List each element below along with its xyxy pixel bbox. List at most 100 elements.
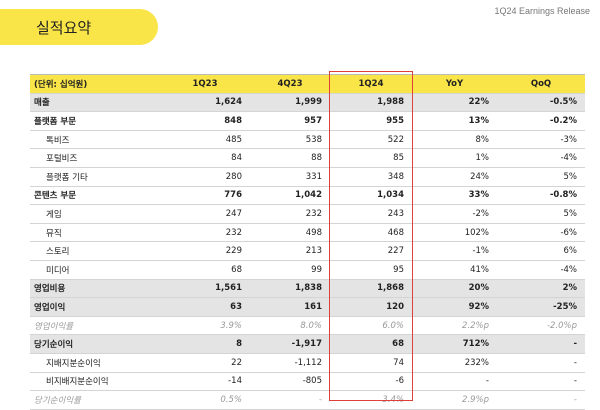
cell: 85 [330,148,412,168]
cell: 74 [330,353,412,373]
table-row: 콘텐츠 부문 776 1,042 1,034 33% -0.8% [30,186,585,206]
cell: 1,988 [330,93,412,113]
cell: 102% [412,223,497,243]
cell: 22 [160,353,250,373]
table-row: 게임 247 232 243 -2% 5% [30,204,585,224]
row-label: 뮤직 [30,223,160,243]
cell: -2.0%p [497,316,585,336]
table-row: 톡비즈 485 538 522 8% -3% [30,130,585,150]
cell: 3.9% [160,316,250,336]
cell: 161 [250,297,330,317]
cell: 22% [412,93,497,113]
cell: 348 [330,167,412,187]
cell: -0.2% [497,111,585,131]
cell: 0.5% [160,390,250,410]
row-label: 영업이익 [30,297,160,317]
cell: 213 [250,241,330,261]
cell: 5% [497,204,585,224]
cell: 92% [412,297,497,317]
cell: 63 [160,297,250,317]
cell: 776 [160,186,250,206]
cell: - [250,390,330,410]
cell: 2% [497,279,585,299]
table-row: 플랫폼 기타 280 331 348 24% 5% [30,167,585,187]
cell: 232 [160,223,250,243]
cell: 485 [160,130,250,150]
cell: 522 [330,130,412,150]
column-header: (단위: 십억원) [30,74,160,94]
cell: -4% [497,260,585,280]
cell: 2.2%p [412,316,497,336]
cell: 8% [412,130,497,150]
cell: -6% [497,223,585,243]
cell: - [497,372,585,392]
cell: 3.4% [330,390,412,410]
cell: 6% [497,241,585,261]
table-row: 당기순이익 8 -1,917 68 712% - [30,334,585,354]
table-row: 포털비즈 84 88 85 1% -4% [30,148,585,168]
cell: 955 [330,111,412,131]
cell: - [497,390,585,410]
cell: 68 [330,334,412,354]
cell: 227 [330,241,412,261]
cell: -3% [497,130,585,150]
cell: 41% [412,260,497,280]
table-row: 플랫폼 부문 848 957 955 13% -0.2% [30,111,585,131]
cell: -1,112 [250,353,330,373]
cell: 99 [250,260,330,280]
cell: 8.0% [250,316,330,336]
cell: 243 [330,204,412,224]
column-header: QoQ [497,74,585,94]
cell: 84 [160,148,250,168]
cell: 33% [412,186,497,206]
table-row: 매출 1,624 1,999 1,988 22% -0.5% [30,93,585,113]
cell: 229 [160,241,250,261]
table-body: 매출 1,624 1,999 1,988 22% -0.5% 플랫폼 부문 848 957 955… [30,93,585,410]
cell: 1,999 [250,93,330,113]
cell: 1,838 [250,279,330,299]
table-row: 미디어 68 99 95 41% -4% [30,260,585,280]
column-header: 1Q24 [330,74,412,94]
cell: -1,917 [250,334,330,354]
cell: 2.9%p [412,390,497,410]
cell: 24% [412,167,497,187]
cell: 13% [412,111,497,131]
row-label: 지배지분순이익 [30,353,160,373]
row-label: 게임 [30,204,160,224]
table-row: 뮤직 232 498 468 102% -6% [30,223,585,243]
cell: 712% [412,334,497,354]
row-label: 콘텐츠 부문 [30,186,160,206]
row-label: 포털비즈 [30,148,160,168]
row-label: 톡비즈 [30,130,160,150]
row-label: 당기순이익률 [30,390,160,410]
cell: -2% [412,204,497,224]
column-header: 1Q23 [160,74,250,94]
cell: 848 [160,111,250,131]
table-row: 영업이익 63 161 120 92% -25% [30,297,585,317]
summary-table: (단위: 십억원) 1Q23 4Q23 1Q24 YoY QoQ 매출 1,624 1,999… [30,74,585,410]
header-row: (단위: 십억원) 1Q23 4Q23 1Q24 YoY QoQ [30,74,585,94]
cell: 1,042 [250,186,330,206]
row-label: 스토리 [30,241,160,261]
cell: 120 [330,297,412,317]
cell: -4% [497,148,585,168]
cell: 88 [250,148,330,168]
table-row: 지배지분순이익 22 -1,112 74 232% - [30,353,585,373]
title-pill: 실적요약 [0,9,158,45]
cell: 1,034 [330,186,412,206]
cell: 20% [412,279,497,299]
cell: 1,624 [160,93,250,113]
row-label: 당기순이익 [30,334,160,354]
cell: 232% [412,353,497,373]
cell: -25% [497,297,585,317]
row-label: 영업이익률 [30,316,160,336]
cell: -14 [160,372,250,392]
cell: -805 [250,372,330,392]
row-label: 플랫폼 부문 [30,111,160,131]
cell: -6 [330,372,412,392]
cell: 232 [250,204,330,224]
table-row: 영업이익률 3.9% 8.0% 6.0% 2.2%p -2.0%p [30,316,585,336]
row-label: 매출 [30,93,160,113]
row-label: 플랫폼 기타 [30,167,160,187]
